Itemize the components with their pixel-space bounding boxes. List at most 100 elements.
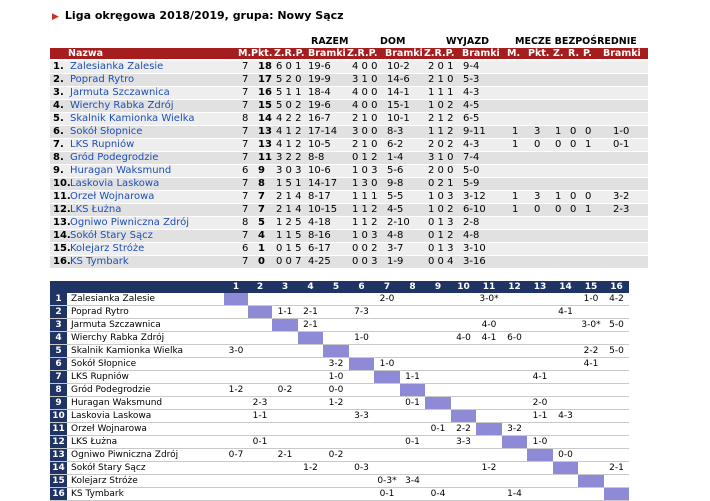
team-link[interactable]: Gród Podegrodzie bbox=[70, 152, 159, 163]
page-title: ▶ Liga okręgowa 2018/2019, grupa: Nowy Są… bbox=[52, 9, 344, 22]
matrix-result-cell bbox=[323, 435, 349, 449]
home-wins-draws-losses: 1 0 3 bbox=[352, 230, 378, 241]
away-goals: 6-5 bbox=[463, 113, 480, 124]
wins-draws-losses: 2 1 4 bbox=[276, 191, 302, 202]
position: 2. bbox=[53, 74, 64, 85]
matrix-result-cell bbox=[323, 474, 349, 488]
home-goals: 15-1 bbox=[387, 100, 410, 111]
team-link[interactable]: LKS Łużna bbox=[70, 204, 122, 215]
wins-draws-losses: 5 0 2 bbox=[276, 100, 302, 111]
matrix-result-cell bbox=[476, 448, 502, 462]
matches-played: 6 bbox=[242, 243, 249, 254]
matches-played: 7 bbox=[242, 256, 249, 267]
team-link[interactable]: Jarmuta Szczawnica bbox=[70, 87, 170, 98]
goals: 10-5 bbox=[308, 139, 331, 150]
home-wins-draws-losses: 1 1 1 bbox=[352, 191, 378, 202]
wins-draws-losses: 4 1 2 bbox=[276, 139, 302, 150]
goals: 10-15 bbox=[308, 204, 338, 215]
matrix-result-cell bbox=[272, 474, 298, 488]
matrix-result-cell bbox=[527, 383, 553, 397]
points: 9 bbox=[258, 165, 265, 176]
away-goals: 4-5 bbox=[463, 100, 480, 111]
matrix-result-cell bbox=[476, 435, 502, 449]
matrix-result-cell: 2-1 bbox=[298, 318, 323, 332]
matrix-result-cell: 0-7 bbox=[224, 448, 248, 462]
matrix-diagonal-cell bbox=[298, 331, 323, 345]
matrix-diagonal-cell bbox=[349, 357, 374, 371]
away-wins-draws-losses: 0 1 2 bbox=[428, 230, 454, 241]
matrix-result-cell bbox=[553, 357, 578, 371]
h2h-goals: 3-2 bbox=[613, 191, 630, 202]
team-link[interactable]: Wierchy Rabka Zdrój bbox=[70, 100, 174, 111]
matrix-result-cell: 2-0 bbox=[374, 293, 400, 306]
header-nazwa: Nazwa bbox=[68, 48, 104, 59]
matrix-result-cell bbox=[451, 474, 476, 488]
h2h-wins: 1 bbox=[555, 191, 562, 202]
matrix-result-cell bbox=[553, 318, 578, 332]
home-goals: 4-5 bbox=[387, 204, 404, 215]
matrix-result-cell: 1-1 bbox=[527, 409, 553, 423]
matrix-result-cell bbox=[400, 448, 425, 462]
matrix-result-cell bbox=[502, 357, 527, 371]
position: 6. bbox=[53, 126, 64, 137]
matrix-row: 5 Skalnik Kamionka Wielka 3-0 2-2 5-0 bbox=[50, 344, 629, 358]
matrix-result-cell bbox=[451, 383, 476, 397]
goals: 4-25 bbox=[308, 256, 331, 267]
team-link[interactable]: Laskovia Laskowa bbox=[70, 178, 160, 189]
points: 16 bbox=[258, 87, 272, 98]
matrix-result-cell: 5-0 bbox=[604, 344, 629, 358]
matrix-result-cell: 2-1 bbox=[604, 461, 629, 475]
matrix-result-cell bbox=[248, 318, 272, 332]
matrix-result-cell: 0-1 bbox=[400, 435, 425, 449]
matrix-diagonal-cell bbox=[476, 422, 502, 436]
team-link[interactable]: Sokół Stary Sącz bbox=[70, 230, 153, 241]
team-link[interactable]: Orzeł Wojnarowa bbox=[70, 191, 155, 202]
team-link[interactable]: Poprad Rytro bbox=[70, 74, 135, 85]
matrix-result-cell bbox=[425, 461, 451, 475]
matrix-result-cell bbox=[527, 474, 553, 488]
points: 11 bbox=[258, 152, 272, 163]
matrix-result-cell bbox=[272, 422, 298, 436]
matrix-result-cell bbox=[374, 344, 400, 358]
team-link[interactable]: Kolejarz Stróże bbox=[70, 243, 145, 254]
standings-row: 11. Orzeł Wojnarowa 7 7 2 1 4 8-17 1 1 1… bbox=[50, 191, 648, 203]
matrix-result-cell bbox=[400, 293, 425, 306]
team-link[interactable]: LKS Rupniów bbox=[70, 139, 135, 150]
matrix-row: 15 Kolejarz Stróże 0-3* 3-4 bbox=[50, 474, 629, 488]
team-link[interactable]: KS Tymbark bbox=[70, 256, 129, 267]
matrix-result-cell bbox=[527, 331, 553, 345]
matrix-result-cell bbox=[323, 487, 349, 501]
matrix-result-cell bbox=[604, 305, 629, 319]
away-wins-draws-losses: 2 1 2 bbox=[428, 113, 454, 124]
matrix-result-cell bbox=[374, 305, 400, 319]
matrix-result-cell: 3-3 bbox=[451, 435, 476, 449]
matrix-result-cell bbox=[272, 331, 298, 345]
matrix-result-cell: 0-0 bbox=[553, 448, 578, 462]
h2h-losses: 0 bbox=[585, 191, 592, 202]
home-wins-draws-losses: 3 0 0 bbox=[352, 126, 378, 137]
matches-played: 7 bbox=[242, 100, 249, 111]
matrix-result-cell bbox=[451, 487, 476, 501]
matrix-result-cell bbox=[323, 461, 349, 475]
team-link[interactable]: Zalesianka Zalesie bbox=[70, 61, 164, 72]
matrix-result-cell bbox=[527, 305, 553, 319]
team-link[interactable]: Skalnik Kamionka Wielka bbox=[70, 113, 195, 124]
matrix-result-cell bbox=[553, 344, 578, 358]
team-link[interactable]: Huragan Waksmund bbox=[70, 165, 172, 176]
matrix-result-cell bbox=[476, 409, 502, 423]
matrix-result-cell bbox=[248, 487, 272, 501]
matrix-result-cell: 2-3 bbox=[248, 396, 272, 410]
matrix-result-cell bbox=[604, 370, 629, 384]
team-link[interactable]: Sokół Słopnice bbox=[70, 126, 143, 137]
home-wins-draws-losses: 3 1 0 bbox=[352, 74, 378, 85]
matches-played: 7 bbox=[242, 61, 249, 72]
matrix-row-number: 2 bbox=[50, 305, 67, 319]
away-goals: 3-16 bbox=[463, 256, 486, 267]
matrix-result-cell bbox=[451, 305, 476, 319]
matrix-result-cell bbox=[272, 293, 298, 306]
position: 10. bbox=[53, 178, 71, 189]
matrix-result-cell bbox=[425, 409, 451, 423]
matrix-result-cell: 4-0 bbox=[451, 331, 476, 345]
team-link[interactable]: Ogniwo Piwniczna Zdrój bbox=[70, 217, 190, 228]
matrix-result-cell bbox=[248, 331, 272, 345]
